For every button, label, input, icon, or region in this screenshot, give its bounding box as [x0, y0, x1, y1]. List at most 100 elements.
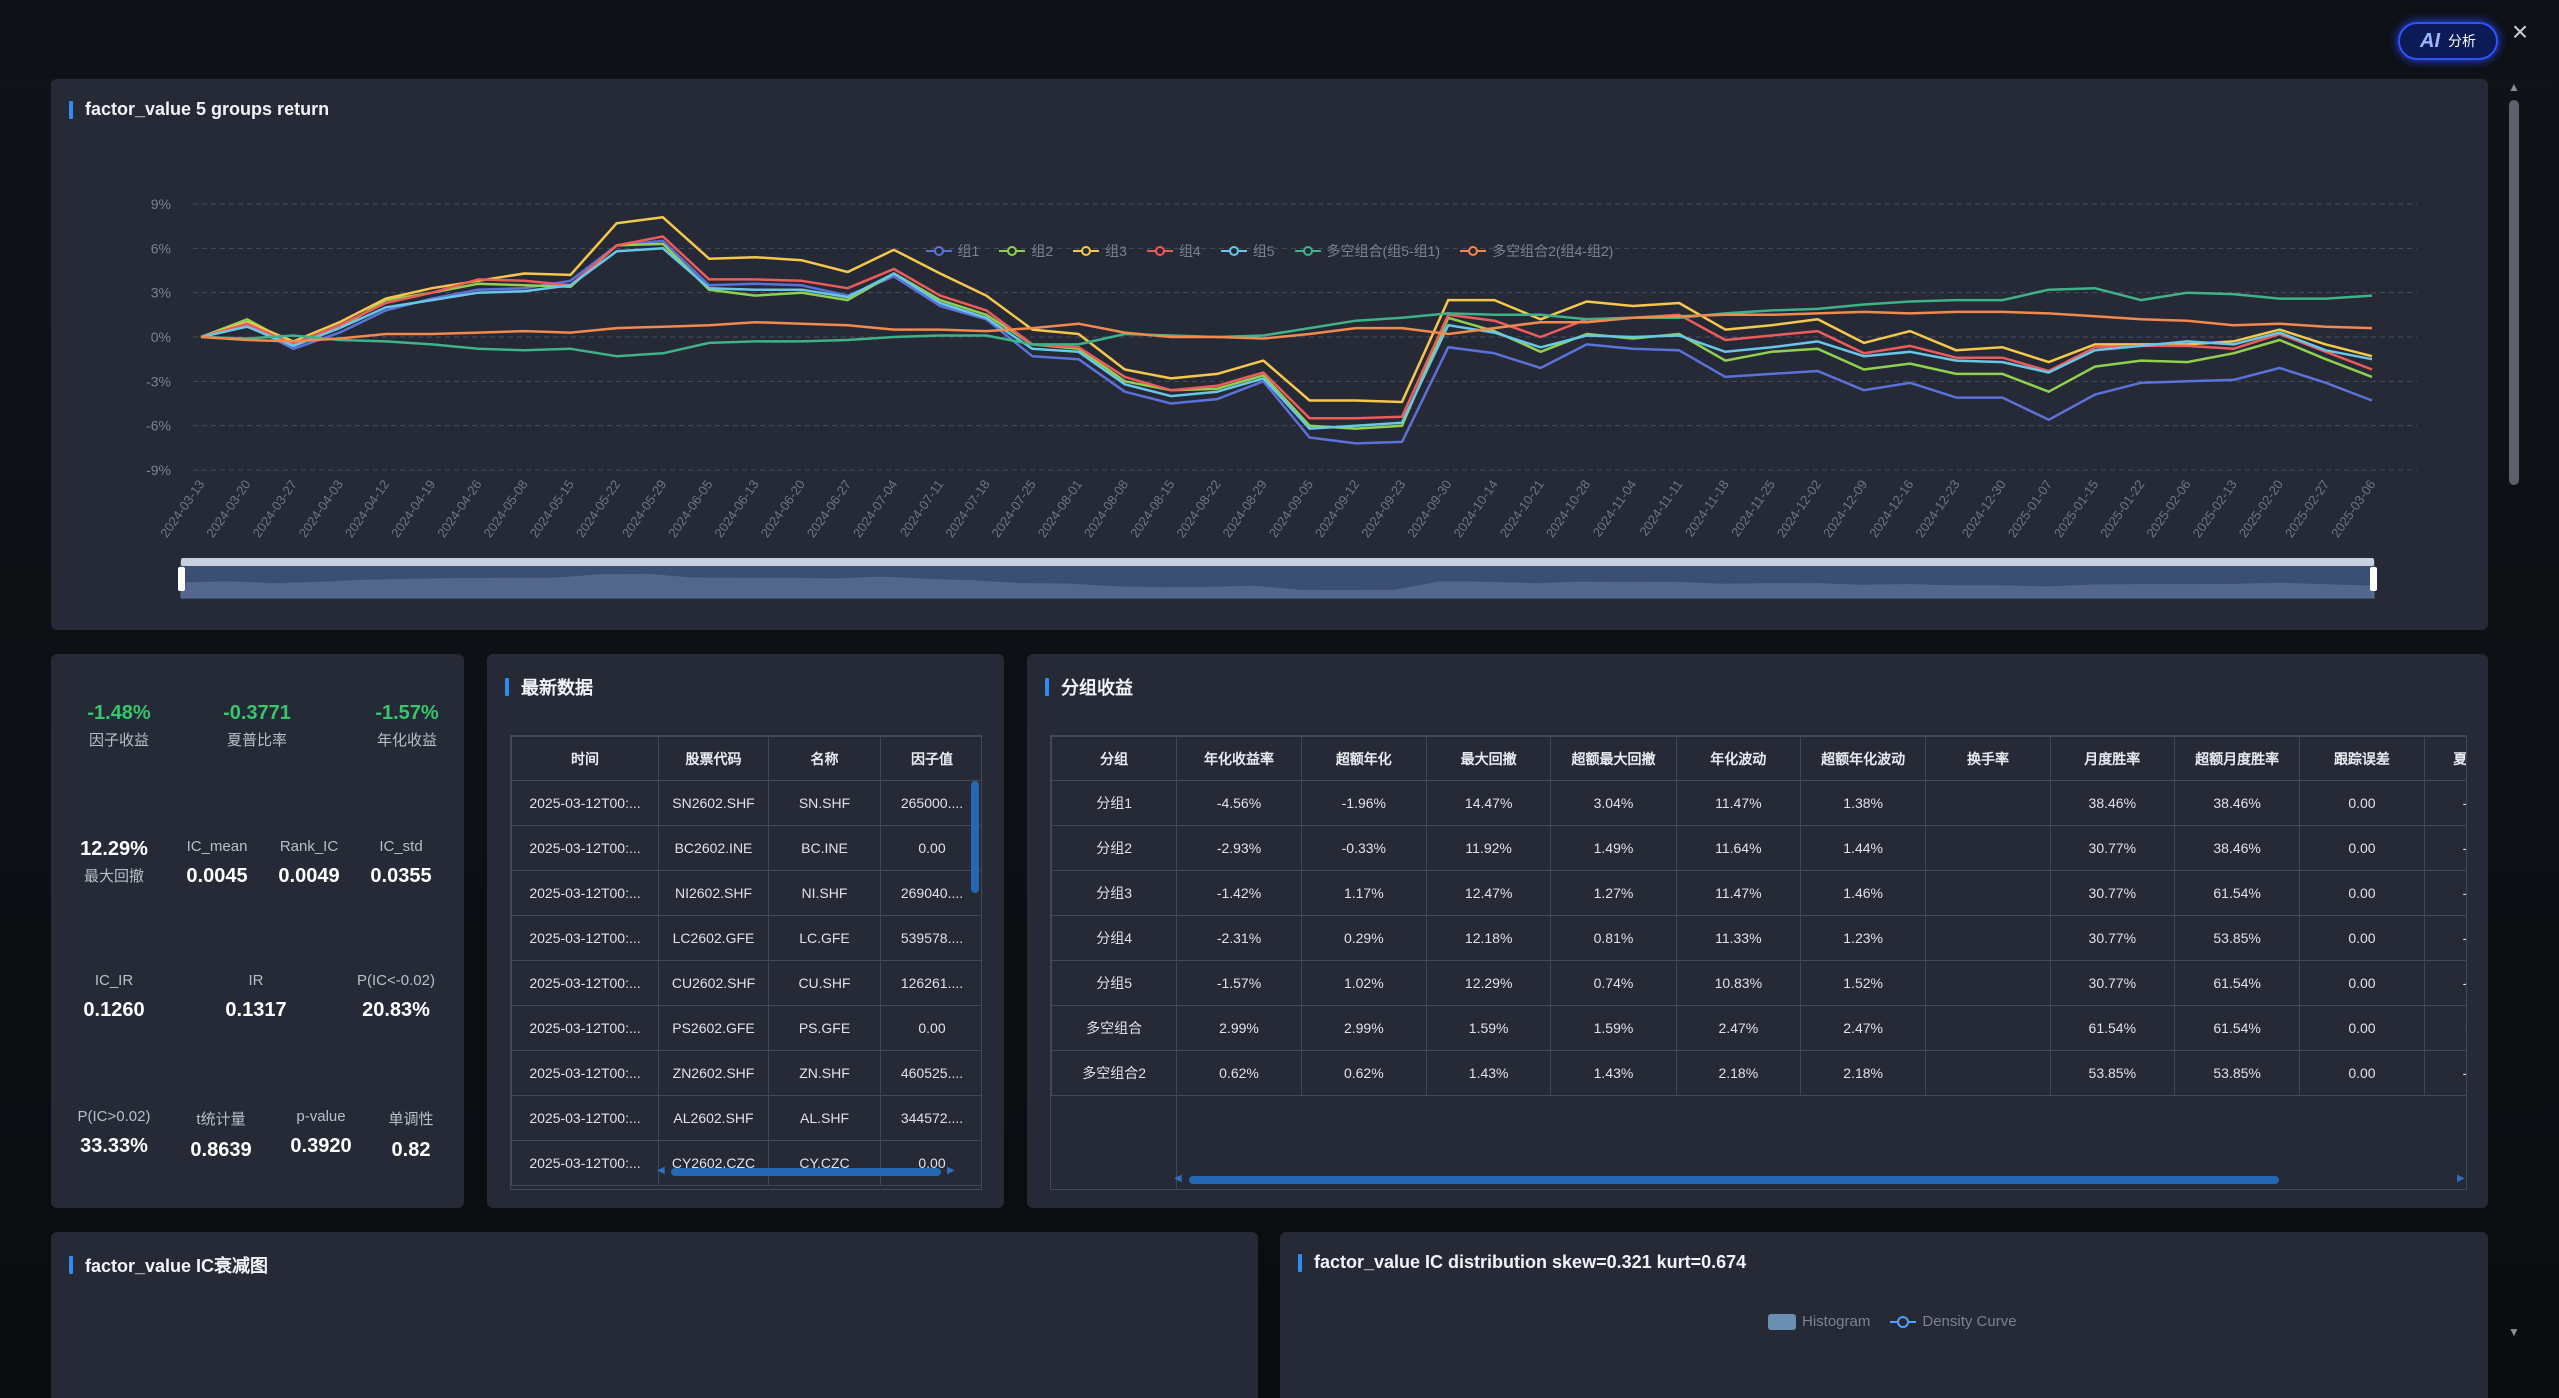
title-marker — [1045, 678, 1049, 696]
group-header-cell[interactable]: 超额年化 — [1300, 736, 1427, 781]
table-row[interactable]: 2025-03-12T00:... ZN2602.SHF ZN.SHF 460525.… — [511, 1050, 981, 1096]
series-line — [200, 235, 2373, 420]
legend-item[interactable]: 组4 — [1146, 241, 1201, 261]
page-scrollbar-thumb[interactable] — [2509, 100, 2519, 485]
x-tick-label: 2024-12-09 — [1820, 477, 1870, 540]
group-header-cell[interactable]: 月度胜率 — [2049, 736, 2175, 781]
latest-table-hscroll[interactable]: ◀ ▶ — [657, 1165, 975, 1179]
table-cell: 0.00 — [2299, 960, 2425, 1006]
legend-item[interactable]: 组5 — [1220, 241, 1275, 261]
group-header-cell[interactable]: 年化收益率 — [1176, 736, 1302, 781]
scroll-right-icon[interactable]: ▶ — [2457, 1173, 2465, 1184]
latest-header-cell[interactable]: 因子值 — [880, 736, 981, 781]
factor-return-value: -1.48% — [87, 702, 151, 724]
table-row[interactable]: 多空组合2 0.62% 0.62% 1.43% 1.43% 2.18% 2.18% 53.85… — [1051, 1050, 2466, 1096]
scroll-left-icon[interactable]: ◀ — [657, 1165, 665, 1176]
annual-label: 年化收益 — [376, 732, 437, 749]
table-cell: 2.99% — [1300, 1005, 1427, 1051]
table-cell: 1.27% — [1550, 870, 1677, 916]
group-header-cell[interactable]: 超额月度胜率 — [2173, 736, 2301, 781]
table-row[interactable]: 2025-03-12T00:... LC2602.GFE LC.GFE 539578.… — [511, 915, 981, 961]
legend-label: 组3 — [1105, 243, 1127, 259]
group-header-cell[interactable]: 跟踪误差 — [2299, 736, 2425, 781]
y-tick-label: -9% — [146, 462, 171, 478]
x-tick-label: 2024-10-28 — [1543, 477, 1593, 540]
scroll-left-icon[interactable]: ◀ — [1174, 1173, 1182, 1184]
table-cell: 12.47% — [1425, 870, 1552, 916]
table-row[interactable]: 分组2 -2.93% -0.33% 11.92% 1.49% 11.64% 1.44% 30.… — [1051, 825, 2466, 871]
histogram-swatch-icon — [1768, 1314, 1796, 1331]
table-cell: 0.00 — [2299, 825, 2425, 871]
panel-title: 分组收益 — [1045, 674, 1133, 700]
x-tick-label: 2024-12-16 — [1866, 477, 1916, 540]
table-cell: -( — [2423, 780, 2466, 826]
table-cell: 0.74% — [1550, 960, 1677, 1006]
group-header-cell[interactable]: 超额最大回撤 — [1550, 736, 1677, 781]
ai-analysis-button[interactable]: AI 分析 — [2398, 22, 2498, 60]
group-income-table[interactable]: 分组 年化收益率 超额年化 最大回撤 超额最大回撤 年化波动 超额年化波动 换手率 月度胜率 超额… — [1050, 735, 2467, 1190]
table-row[interactable]: 2025-03-12T00:... SN2602.SHF SN.SHF 265000.… — [511, 780, 981, 826]
table-row[interactable]: 分组4 -2.31% 0.29% 12.18% 0.81% 11.33% 1.23% 30.7… — [1051, 915, 2466, 961]
latest-data-table[interactable]: 时间 股票代码 名称 因子值 2025-03-12T00:... SN2602.SHF S… — [510, 735, 982, 1190]
table-cell: CY.CZC — [768, 1140, 881, 1186]
x-tick-label: 2025-01-15 — [2051, 477, 2101, 540]
x-tick-label: 2024-04-12 — [342, 477, 392, 540]
table-cell: PS2602.GFE — [658, 1005, 769, 1051]
table-row[interactable]: 多空组合 2.99% 2.99% 1.59% 1.59% 2.47% 2.47% 61.54%… — [1051, 1005, 2466, 1051]
table-cell: 11.47% — [1675, 870, 1801, 916]
y-tick-label: 9% — [151, 196, 171, 212]
group-header-cell[interactable]: 夏普 — [2423, 736, 2466, 781]
table-row[interactable]: 2025-03-12T00:... AL2602.SHF AL.SHF 344572.… — [511, 1095, 981, 1141]
legend-item[interactable]: 组1 — [925, 241, 979, 261]
hscroll-thumb[interactable] — [1189, 1176, 2279, 1184]
x-tick-label: 2024-05-15 — [527, 477, 577, 540]
table-row[interactable]: 2025-03-12T00:... CU2602.SHF CU.SHF 126261.… — [511, 960, 981, 1006]
scroll-right-icon[interactable]: ▶ — [947, 1165, 955, 1176]
table-row[interactable]: 分组3 -1.42% 1.17% 12.47% 1.27% 11.47% 1.46% 30.7… — [1051, 870, 2466, 916]
latest-header-cell[interactable]: 股票代码 — [658, 736, 769, 781]
panel-title: factor_value IC distribution skew=0.321 … — [1298, 1252, 1746, 1273]
latest-data-panel: 最新数据 时间 股票代码 名称 因子值 2025-03-12T00:... SN2602… — [487, 654, 1004, 1208]
group-header-cell[interactable]: 最大回撤 — [1425, 736, 1552, 781]
table-row[interactable]: 2025-03-12T00:... CY2602.CZC CY.CZC 0.00 — [511, 1140, 981, 1186]
latest-table-vscroll[interactable] — [971, 781, 979, 893]
zoom-handle-left — [178, 567, 185, 591]
max-drawdown-label: 最大回撤 — [83, 868, 144, 885]
density-curve-swatch-icon — [1890, 1316, 1917, 1329]
table-row[interactable]: 2025-03-12T00:... PS2602.GFE PS.GFE 0.00 — [511, 1005, 981, 1051]
group-header-cell[interactable]: 超额年化波动 — [1799, 736, 1927, 781]
table-cell — [1925, 1005, 2051, 1051]
table-row[interactable]: 分组5 -1.57% 1.02% 12.29% 0.74% 10.83% 1.52% 30.7… — [1051, 960, 2466, 1006]
x-tick-label: 2024-11-25 — [1728, 477, 1778, 539]
latest-header-cell[interactable]: 名称 — [768, 736, 881, 781]
x-tick-label: 2024-08-01 — [1035, 477, 1085, 540]
latest-header-cell[interactable]: 时间 — [511, 736, 659, 781]
table-row[interactable]: 2025-03-12T00:... BC2602.INE BC.INE 0.00 — [511, 825, 981, 871]
hscroll-thumb[interactable] — [671, 1168, 941, 1176]
group-header-cell[interactable]: 年化波动 — [1675, 736, 1801, 781]
table-row[interactable]: 分组1 -4.56% -1.96% 14.47% 3.04% 11.47% 1.38% 38.… — [1051, 780, 2466, 826]
table-cell: -1.96% — [1300, 780, 1427, 826]
close-icon[interactable]: × — [2511, 16, 2529, 47]
group-header-cell[interactable]: 换手率 — [1925, 736, 2051, 781]
group-header-cell[interactable]: 分组 — [1051, 736, 1178, 781]
table-cell: 2025-03-12T00:... — [511, 1095, 659, 1141]
table-cell: 1.23% — [1799, 915, 1927, 961]
x-tick-label: 2024-05-29 — [619, 477, 669, 540]
x-tick-label: 2024-09-30 — [1404, 477, 1454, 540]
table-row[interactable]: 2025-03-12T00:... NI2602.SHF NI.SHF 269040.… — [511, 870, 981, 916]
scroll-down-icon[interactable]: ▼ — [2508, 1325, 2520, 1339]
x-tick-label: 2024-12-23 — [1912, 477, 1962, 540]
legend-item[interactable]: 组3 — [1073, 241, 1127, 261]
scroll-up-icon[interactable]: ▲ — [2508, 80, 2520, 94]
table-cell: 1.43% — [1550, 1050, 1677, 1096]
table-cell: 2025-03-12T00:... — [511, 780, 659, 826]
table-cell: 0.29% — [1300, 915, 1427, 961]
legend-item[interactable]: 组2 — [999, 241, 1053, 261]
legend-item[interactable]: 多空组合2(组4-组2) — [1460, 241, 1613, 261]
max-drawdown-stat: 12.29% 最大回撤 — [59, 838, 169, 886]
group-table-hscroll[interactable]: ◀ ▶ — [1174, 1173, 2469, 1187]
table-cell: 0.00 — [2299, 1050, 2425, 1096]
zoom-handle-right — [2370, 567, 2377, 591]
legend-item[interactable]: 多空组合(组5-组1) — [1294, 241, 1440, 261]
